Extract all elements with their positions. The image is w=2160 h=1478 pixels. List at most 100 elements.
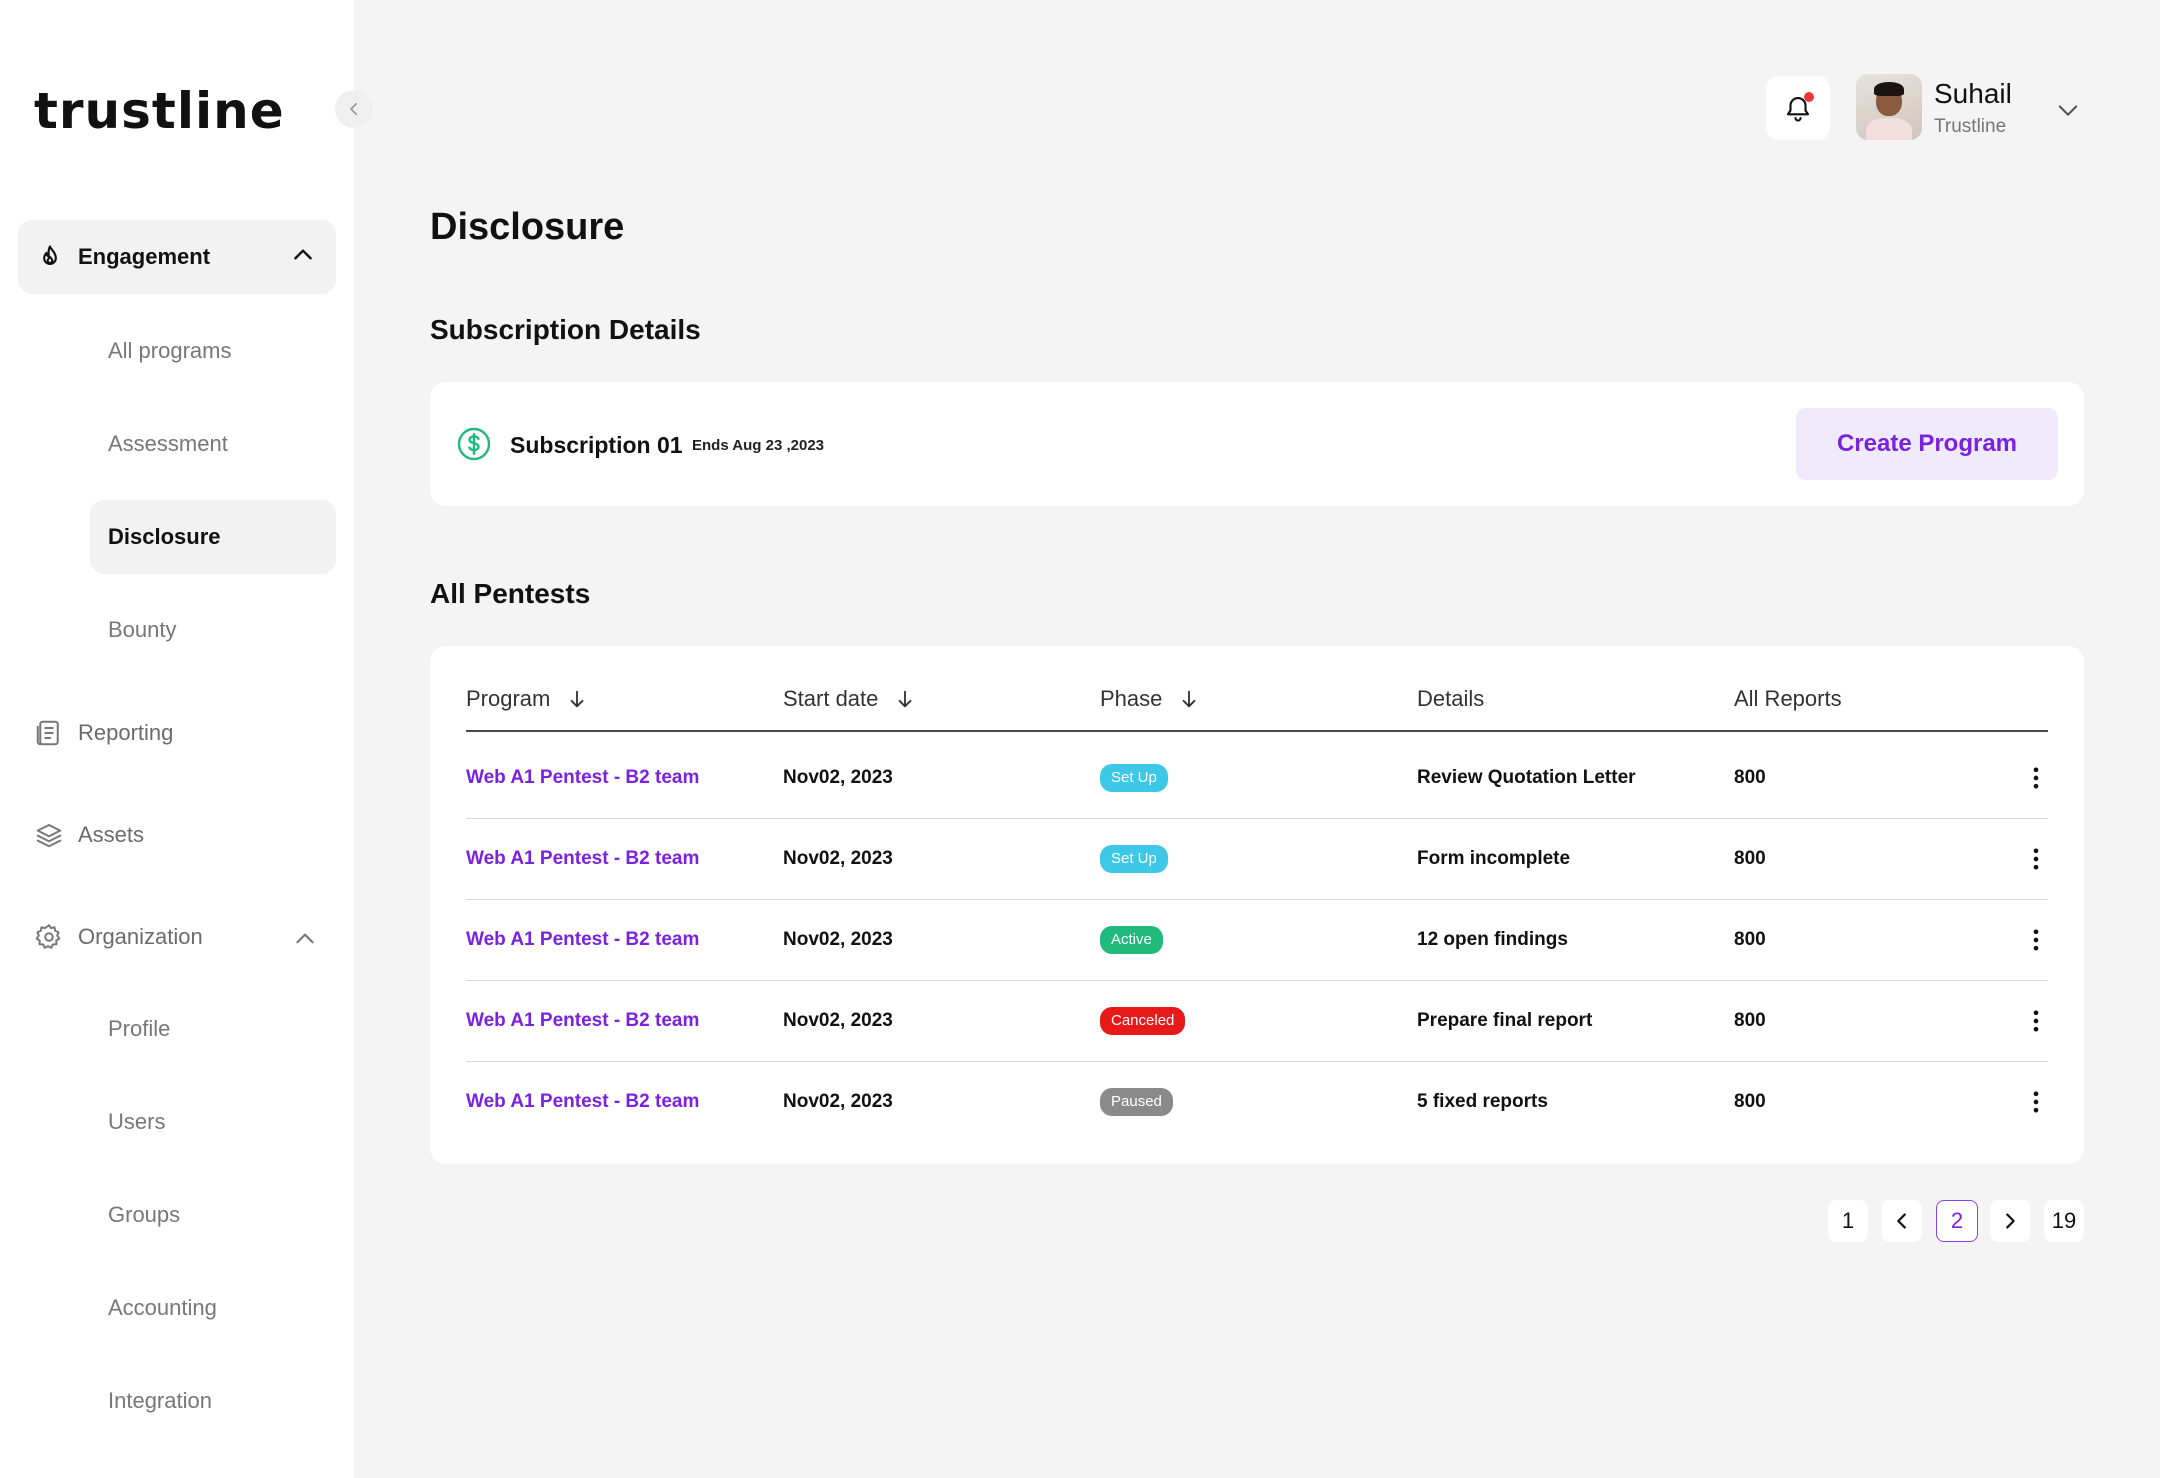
chevron-left-icon (350, 102, 358, 116)
engagement-icon (43, 245, 57, 266)
page-prev-button[interactable] (1882, 1200, 1922, 1242)
sidebar-item-profile[interactable]: Profile (108, 1016, 171, 1041)
column-header-label: Program (466, 686, 551, 711)
column-header-all-reports: All Reports (1734, 686, 1842, 712)
column-header-label: Start date (783, 686, 879, 711)
sidebar-item-bounty[interactable]: Bounty (108, 617, 177, 642)
reporting-icon (36, 720, 59, 746)
chevron-left-icon (1897, 1213, 1906, 1229)
phase-badge: Paused (1100, 1088, 1173, 1116)
start-date: Nov02, 2023 (783, 848, 893, 869)
page-title: Disclosure (430, 206, 625, 248)
sidebar-item-groups[interactable]: Groups (108, 1202, 181, 1227)
subscription-end-date: Ends Aug 23 ,2023 (692, 437, 824, 454)
sidebar-item-accounting[interactable]: Accounting (108, 1295, 217, 1320)
details: 12 open findings (1417, 929, 1568, 950)
subscription-name: Subscription 01 (510, 432, 683, 458)
table-row[interactable]: Web A1 Pentest - B2 team Nov02, 2023 Activ… (466, 900, 2048, 981)
chevron-up-icon[interactable] (290, 242, 316, 268)
details: Form incomplete (1417, 848, 1571, 869)
reports-count: 800 (1734, 1091, 1766, 1112)
sidebar-item-assessment[interactable]: Assessment (108, 431, 228, 456)
table-row[interactable]: Web A1 Pentest - B2 team Nov02, 2023 Cance… (466, 981, 2048, 1062)
program-link[interactable]: Web A1 Pentest - B2 team (466, 1091, 700, 1112)
create-program-button[interactable]: Create Program (1796, 408, 2058, 480)
details: 5 fixed reports (1417, 1091, 1548, 1112)
details: Review Quotation Letter (1417, 767, 1636, 788)
more-vertical-icon[interactable] (2022, 926, 2050, 954)
subscription-section-title: Subscription Details (430, 314, 701, 345)
collapse-sidebar-button[interactable] (335, 90, 373, 128)
nav-assets-label: Assets (78, 822, 145, 847)
row-more-button[interactable] (2022, 981, 2050, 1061)
more-vertical-icon[interactable] (2022, 845, 2050, 873)
bell-icon (1786, 97, 1810, 122)
logo: trustline (34, 82, 285, 140)
column-header-label: Details (1417, 686, 1485, 711)
phase-cell: Canceled (1100, 981, 1186, 1061)
sort-arrow-down-icon[interactable] (894, 688, 916, 710)
more-vertical-icon[interactable] (2022, 1088, 2050, 1116)
page-next-button[interactable] (1990, 1200, 2030, 1242)
chevron-down-icon[interactable] (2054, 96, 2082, 124)
user-name[interactable]: Suhail (1934, 78, 2012, 109)
more-vertical-icon[interactable] (2022, 764, 2050, 792)
start-date: Nov02, 2023 (783, 767, 893, 788)
reports-count: 800 (1734, 848, 1766, 869)
pentests-table: Program Start date Phase Details All Rep… (430, 646, 2084, 1164)
page-first[interactable]: 1 (1828, 1200, 1868, 1242)
nav-organization[interactable]: Organization (34, 922, 314, 952)
sort-arrow-down-icon[interactable] (566, 688, 588, 710)
column-header-details: Details (1417, 686, 1484, 712)
start-date: Nov02, 2023 (783, 929, 893, 950)
reports-count: 800 (1734, 767, 1766, 788)
row-more-button[interactable] (2022, 900, 2050, 980)
column-header-phase[interactable]: Phase (1100, 686, 1200, 712)
program-link[interactable]: Web A1 Pentest - B2 team (466, 929, 700, 950)
table-row[interactable]: Web A1 Pentest - B2 team Nov02, 2023 Set U… (466, 819, 2048, 900)
table-row[interactable]: Web A1 Pentest - B2 team Nov02, 2023 Pause… (466, 1062, 2048, 1143)
row-more-button[interactable] (2022, 738, 2050, 818)
start-date: Nov02, 2023 (783, 1091, 893, 1112)
chevron-up-icon[interactable] (292, 926, 318, 952)
nav-reporting-label: Reporting (78, 720, 174, 745)
nav-reporting[interactable]: Reporting (34, 718, 173, 748)
sidebar: trustline Engagement All programs Assess… (0, 0, 354, 1478)
sidebar-item-all-programs[interactable]: All programs (108, 338, 232, 363)
phase-cell: Set Up (1100, 738, 1168, 818)
column-header-label: Phase (1100, 686, 1163, 711)
avatar[interactable] (1856, 74, 1922, 140)
sidebar-item-users[interactable]: Users (108, 1109, 166, 1134)
nav-organization-label: Organization (78, 924, 203, 949)
row-more-button[interactable] (2022, 819, 2050, 899)
sidebar-item-integration[interactable]: Integration (108, 1388, 212, 1413)
column-header-program[interactable]: Program (466, 686, 588, 712)
sort-arrow-down-icon[interactable] (1178, 688, 1200, 710)
chevron-right-icon (2006, 1213, 2015, 1229)
sidebar-item-disclosure[interactable]: Disclosure (90, 500, 336, 574)
column-header-label: All Reports (1734, 686, 1842, 711)
more-vertical-icon[interactable] (2022, 1007, 2050, 1035)
phase-cell: Active (1100, 900, 1163, 980)
program-link[interactable]: Web A1 Pentest - B2 team (466, 767, 700, 788)
subscription-card: Subscription 01 Ends Aug 23 ,2023 Create… (430, 382, 2084, 506)
nav-assets[interactable]: Assets (34, 820, 144, 850)
nav-engagement[interactable]: Engagement (18, 220, 336, 294)
page-current[interactable]: 2 (1936, 1200, 1978, 1242)
header-divider (466, 730, 2048, 732)
layers-icon (36, 824, 62, 848)
page-last[interactable]: 19 (2044, 1200, 2084, 1242)
phase-cell: Set Up (1100, 819, 1168, 899)
program-link[interactable]: Web A1 Pentest - B2 team (466, 1010, 700, 1031)
table-row[interactable]: Web A1 Pentest - B2 team Nov02, 2023 Set U… (466, 738, 2048, 819)
row-more-button[interactable] (2022, 1062, 2050, 1142)
nav-engagement-label: Engagement (78, 244, 211, 269)
phase-cell: Paused (1100, 1062, 1173, 1142)
phase-badge: Set Up (1100, 845, 1168, 873)
phase-badge: Canceled (1100, 1007, 1186, 1035)
notifications-button[interactable] (1766, 76, 1830, 140)
pentests-section-title: All Pentests (430, 578, 591, 609)
program-link[interactable]: Web A1 Pentest - B2 team (466, 848, 700, 869)
column-header-start-date[interactable]: Start date (783, 686, 916, 712)
reports-count: 800 (1734, 1010, 1766, 1031)
